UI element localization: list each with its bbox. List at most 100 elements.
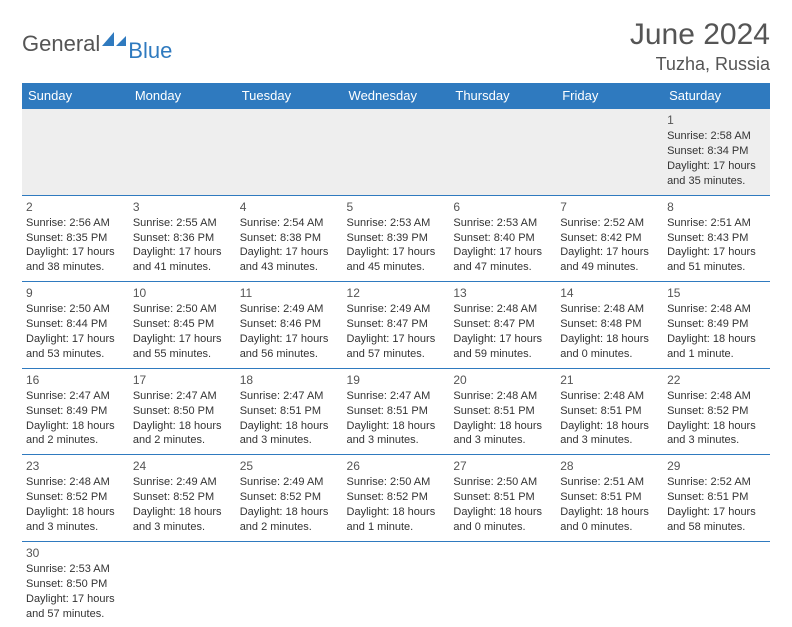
daylight-text: Daylight: 18 hours and 2 minutes. bbox=[240, 505, 339, 535]
daylight-text: Daylight: 18 hours and 3 minutes. bbox=[26, 505, 125, 535]
day-number: 28 bbox=[560, 458, 659, 474]
sunrise-text: Sunrise: 2:55 AM bbox=[133, 216, 232, 231]
day-number: 26 bbox=[347, 458, 446, 474]
sunset-text: Sunset: 8:51 PM bbox=[453, 490, 552, 505]
calendar-cell bbox=[556, 541, 663, 627]
daylight-text: Daylight: 18 hours and 0 minutes. bbox=[453, 505, 552, 535]
sunrise-text: Sunrise: 2:48 AM bbox=[453, 389, 552, 404]
title-block: June 2024 Tuzha, Russia bbox=[630, 18, 770, 75]
sunset-text: Sunset: 8:36 PM bbox=[133, 231, 232, 246]
calendar-cell: 21Sunrise: 2:48 AMSunset: 8:51 PMDayligh… bbox=[556, 368, 663, 455]
daylight-text: Daylight: 17 hours and 47 minutes. bbox=[453, 245, 552, 275]
daylight-text: Daylight: 17 hours and 38 minutes. bbox=[26, 245, 125, 275]
daylight-text: Daylight: 17 hours and 58 minutes. bbox=[667, 505, 766, 535]
calendar-cell: 8Sunrise: 2:51 AMSunset: 8:43 PMDaylight… bbox=[663, 195, 770, 282]
day-number: 1 bbox=[667, 112, 766, 128]
sunrise-text: Sunrise: 2:50 AM bbox=[26, 302, 125, 317]
daylight-text: Daylight: 17 hours and 41 minutes. bbox=[133, 245, 232, 275]
sunrise-text: Sunrise: 2:53 AM bbox=[453, 216, 552, 231]
calendar-cell: 1Sunrise: 2:58 AMSunset: 8:34 PMDaylight… bbox=[663, 109, 770, 196]
calendar-cell: 2Sunrise: 2:56 AMSunset: 8:35 PMDaylight… bbox=[22, 195, 129, 282]
calendar-cell: 18Sunrise: 2:47 AMSunset: 8:51 PMDayligh… bbox=[236, 368, 343, 455]
sunrise-text: Sunrise: 2:47 AM bbox=[347, 389, 446, 404]
sunset-text: Sunset: 8:49 PM bbox=[26, 404, 125, 419]
sunset-text: Sunset: 8:49 PM bbox=[667, 317, 766, 332]
daylight-text: Daylight: 17 hours and 43 minutes. bbox=[240, 245, 339, 275]
logo-text-blue: Blue bbox=[128, 38, 172, 64]
calendar-cell: 23Sunrise: 2:48 AMSunset: 8:52 PMDayligh… bbox=[22, 455, 129, 542]
sunrise-text: Sunrise: 2:50 AM bbox=[347, 475, 446, 490]
sunset-text: Sunset: 8:51 PM bbox=[347, 404, 446, 419]
calendar-cell bbox=[663, 541, 770, 627]
calendar-cell: 24Sunrise: 2:49 AMSunset: 8:52 PMDayligh… bbox=[129, 455, 236, 542]
calendar-cell bbox=[22, 109, 129, 196]
daylight-text: Daylight: 17 hours and 55 minutes. bbox=[133, 332, 232, 362]
day-number: 19 bbox=[347, 372, 446, 388]
sunrise-text: Sunrise: 2:51 AM bbox=[667, 216, 766, 231]
calendar-cell: 14Sunrise: 2:48 AMSunset: 8:48 PMDayligh… bbox=[556, 282, 663, 369]
weekday-header: Wednesday bbox=[343, 83, 450, 109]
weekday-header: Monday bbox=[129, 83, 236, 109]
daylight-text: Daylight: 17 hours and 59 minutes. bbox=[453, 332, 552, 362]
calendar-row: 9Sunrise: 2:50 AMSunset: 8:44 PMDaylight… bbox=[22, 282, 770, 369]
calendar-row: 2Sunrise: 2:56 AMSunset: 8:35 PMDaylight… bbox=[22, 195, 770, 282]
day-number: 4 bbox=[240, 199, 339, 215]
sunset-text: Sunset: 8:35 PM bbox=[26, 231, 125, 246]
daylight-text: Daylight: 18 hours and 3 minutes. bbox=[240, 419, 339, 449]
sunrise-text: Sunrise: 2:49 AM bbox=[347, 302, 446, 317]
sunrise-text: Sunrise: 2:54 AM bbox=[240, 216, 339, 231]
sunrise-text: Sunrise: 2:51 AM bbox=[560, 475, 659, 490]
sunset-text: Sunset: 8:46 PM bbox=[240, 317, 339, 332]
calendar-row: 30Sunrise: 2:53 AMSunset: 8:50 PMDayligh… bbox=[22, 541, 770, 627]
day-number: 13 bbox=[453, 285, 552, 301]
daylight-text: Daylight: 17 hours and 57 minutes. bbox=[26, 592, 125, 622]
day-number: 29 bbox=[667, 458, 766, 474]
sunset-text: Sunset: 8:48 PM bbox=[560, 317, 659, 332]
day-number: 27 bbox=[453, 458, 552, 474]
sunset-text: Sunset: 8:47 PM bbox=[347, 317, 446, 332]
sunset-text: Sunset: 8:52 PM bbox=[667, 404, 766, 419]
calendar-cell: 26Sunrise: 2:50 AMSunset: 8:52 PMDayligh… bbox=[343, 455, 450, 542]
day-number: 10 bbox=[133, 285, 232, 301]
daylight-text: Daylight: 18 hours and 3 minutes. bbox=[667, 419, 766, 449]
day-number: 12 bbox=[347, 285, 446, 301]
sunrise-text: Sunrise: 2:49 AM bbox=[133, 475, 232, 490]
calendar-cell: 30Sunrise: 2:53 AMSunset: 8:50 PMDayligh… bbox=[22, 541, 129, 627]
calendar-cell: 9Sunrise: 2:50 AMSunset: 8:44 PMDaylight… bbox=[22, 282, 129, 369]
day-number: 24 bbox=[133, 458, 232, 474]
calendar-cell bbox=[343, 109, 450, 196]
day-number: 2 bbox=[26, 199, 125, 215]
sunset-text: Sunset: 8:40 PM bbox=[453, 231, 552, 246]
daylight-text: Daylight: 18 hours and 1 minute. bbox=[667, 332, 766, 362]
logo: General Blue bbox=[22, 24, 172, 64]
day-number: 21 bbox=[560, 372, 659, 388]
sunset-text: Sunset: 8:52 PM bbox=[347, 490, 446, 505]
daylight-text: Daylight: 18 hours and 3 minutes. bbox=[560, 419, 659, 449]
calendar-cell bbox=[449, 109, 556, 196]
sunrise-text: Sunrise: 2:56 AM bbox=[26, 216, 125, 231]
day-number: 22 bbox=[667, 372, 766, 388]
sunrise-text: Sunrise: 2:47 AM bbox=[133, 389, 232, 404]
day-number: 3 bbox=[133, 199, 232, 215]
calendar-cell: 10Sunrise: 2:50 AMSunset: 8:45 PMDayligh… bbox=[129, 282, 236, 369]
calendar-cell: 12Sunrise: 2:49 AMSunset: 8:47 PMDayligh… bbox=[343, 282, 450, 369]
daylight-text: Daylight: 17 hours and 53 minutes. bbox=[26, 332, 125, 362]
calendar-cell: 16Sunrise: 2:47 AMSunset: 8:49 PMDayligh… bbox=[22, 368, 129, 455]
calendar-cell bbox=[343, 541, 450, 627]
sunset-text: Sunset: 8:42 PM bbox=[560, 231, 659, 246]
calendar-row: 16Sunrise: 2:47 AMSunset: 8:49 PMDayligh… bbox=[22, 368, 770, 455]
calendar-cell: 20Sunrise: 2:48 AMSunset: 8:51 PMDayligh… bbox=[449, 368, 556, 455]
daylight-text: Daylight: 17 hours and 51 minutes. bbox=[667, 245, 766, 275]
calendar-cell: 11Sunrise: 2:49 AMSunset: 8:46 PMDayligh… bbox=[236, 282, 343, 369]
sunrise-text: Sunrise: 2:52 AM bbox=[667, 475, 766, 490]
daylight-text: Daylight: 17 hours and 57 minutes. bbox=[347, 332, 446, 362]
sunrise-text: Sunrise: 2:50 AM bbox=[133, 302, 232, 317]
day-number: 9 bbox=[26, 285, 125, 301]
day-number: 23 bbox=[26, 458, 125, 474]
day-number: 18 bbox=[240, 372, 339, 388]
sunrise-text: Sunrise: 2:48 AM bbox=[560, 302, 659, 317]
day-number: 17 bbox=[133, 372, 232, 388]
calendar-row: 1Sunrise: 2:58 AMSunset: 8:34 PMDaylight… bbox=[22, 109, 770, 196]
sunrise-text: Sunrise: 2:50 AM bbox=[453, 475, 552, 490]
calendar-cell: 19Sunrise: 2:47 AMSunset: 8:51 PMDayligh… bbox=[343, 368, 450, 455]
